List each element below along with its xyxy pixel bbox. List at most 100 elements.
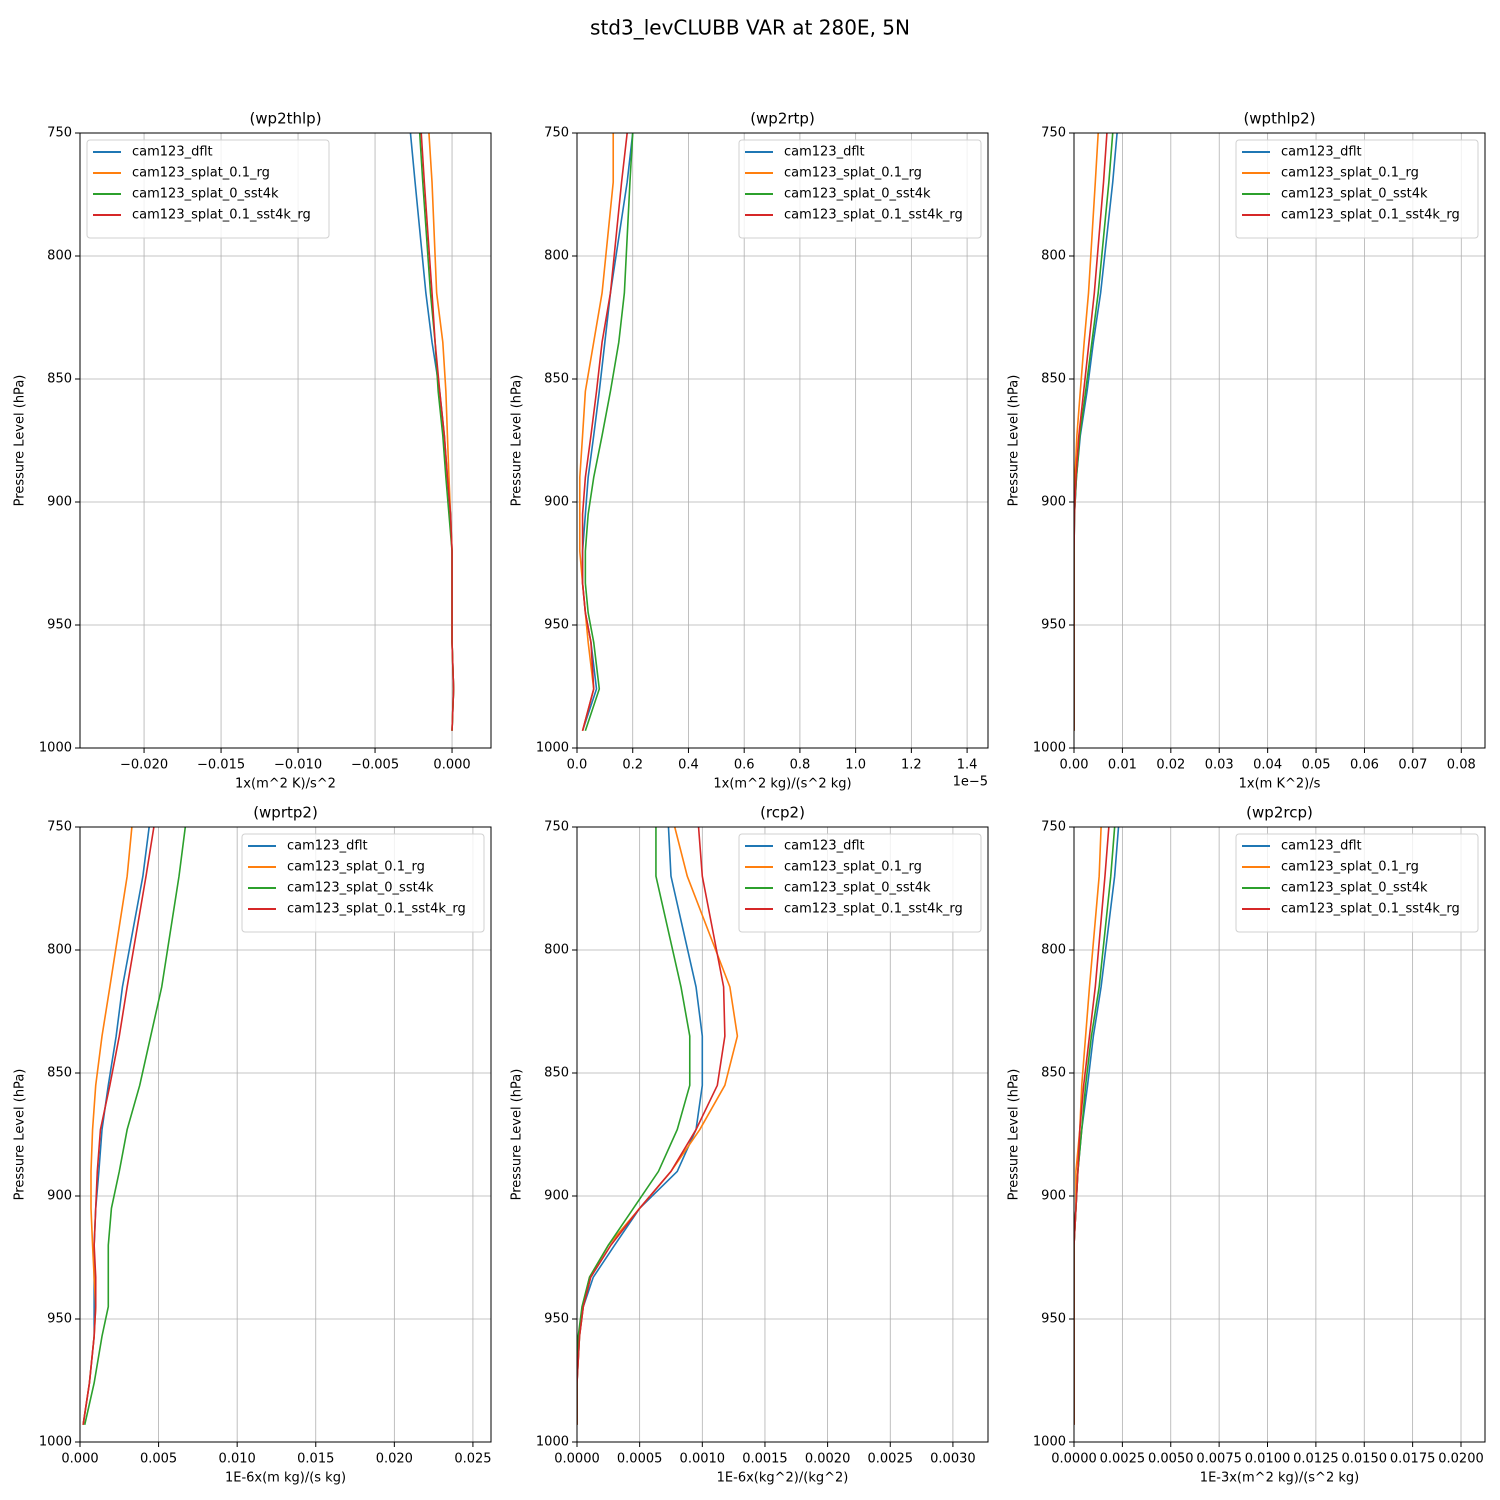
legend-label: cam123_splat_0.1_sst4k_rg — [784, 902, 963, 917]
y-tick-label: 1000 — [1033, 741, 1066, 756]
legend-label: cam123_splat_0.1_sst4k_rg — [1281, 208, 1460, 223]
y-tick-label: 950 — [47, 1312, 72, 1327]
x-axis-label: 1E-6x(m kg)/(s kg) — [225, 1471, 346, 1486]
y-tick-label: 900 — [544, 1189, 569, 1204]
series-group — [1074, 827, 1120, 1425]
y-tick-label: 850 — [544, 1066, 569, 1081]
plot-frame — [1073, 132, 1486, 749]
legend-label: cam123_dflt — [1281, 145, 1362, 160]
series-line — [1074, 827, 1110, 1425]
x-tick-label: 1.2 — [901, 758, 922, 773]
x-tick-label: 0.2 — [622, 758, 643, 773]
panel-title: (wp2rtp) — [750, 110, 815, 128]
legend: cam123_dflt cam123_splat_0.1_rg cam123_spl… — [241, 833, 485, 933]
series-line — [577, 827, 691, 1425]
y-tick-label: 850 — [47, 372, 72, 387]
x-tick-label: 0.0150 — [1342, 1452, 1388, 1467]
series-line — [1074, 827, 1102, 1425]
y-tick-label: 800 — [544, 249, 569, 264]
y-tick-label: 1000 — [536, 741, 569, 756]
legend-label: cam123_splat_0.1_rg — [1281, 166, 1419, 181]
legend: cam123_dflt cam123_splat_0.1_rg cam123_spl… — [1235, 139, 1479, 239]
y-tick-label: 850 — [544, 372, 569, 387]
x-tick-label: 0.0100 — [1245, 1452, 1291, 1467]
x-tick-label: 0.0000 — [1051, 1452, 1097, 1467]
legend: cam123_dflt cam123_splat_0.1_rg cam123_spl… — [738, 139, 982, 239]
x-tick-label: 0.02 — [1156, 758, 1185, 773]
panel-title: (rcp2) — [760, 804, 805, 822]
x-tick-label: 0.0005 — [617, 1452, 663, 1467]
legend-label: cam123_dflt — [784, 839, 865, 854]
series-group — [578, 133, 634, 732]
series-group — [577, 827, 739, 1425]
plot-frame — [79, 826, 492, 1443]
legend-label: cam123_splat_0.1_rg — [784, 860, 922, 875]
legend-label: cam123_dflt — [132, 145, 213, 160]
x-tick-label: 0.0030 — [930, 1452, 976, 1467]
x-tick-label: 0.06 — [1350, 758, 1379, 773]
series-group — [409, 133, 455, 731]
plot-frame — [576, 132, 989, 749]
x-tick-label: 0.0000 — [554, 1452, 600, 1467]
series-line — [420, 133, 455, 731]
y-tick-label: 900 — [1041, 1189, 1066, 1204]
y-tick-label: 750 — [1041, 820, 1066, 835]
y-tick-label: 850 — [1041, 1066, 1066, 1081]
x-tick-label: 0.0025 — [1100, 1452, 1146, 1467]
y-tick-label: 1000 — [39, 741, 72, 756]
legend: cam123_dflt cam123_splat_0.1_rg cam123_spl… — [86, 139, 330, 239]
x-tick-label: 0.0025 — [868, 1452, 914, 1467]
plot-frame — [79, 132, 492, 749]
series-group — [82, 827, 187, 1425]
x-tick-label: 1.4 — [957, 758, 978, 773]
panel: 0.0 0.2 0.4 0.6 0.8 1.0 1.2 1.4 750 800 850 900 950 1… — [510, 110, 989, 792]
panel-title: (wp2rcp) — [1246, 804, 1313, 822]
y-tick-label: 900 — [47, 1189, 72, 1204]
x-tick-label: 0.0175 — [1390, 1452, 1436, 1467]
legend-label: cam123_splat_0.1_sst4k_rg — [287, 902, 466, 917]
plot-frame — [576, 826, 989, 1443]
x-tick-label: −0.020 — [120, 758, 168, 773]
legend-label: cam123_dflt — [784, 145, 865, 160]
legend: cam123_dflt cam123_splat_0.1_rg cam123_spl… — [1235, 833, 1479, 933]
legend-box — [738, 139, 982, 239]
y-tick-label: 800 — [544, 943, 569, 958]
legend-box — [1235, 139, 1479, 239]
x-tick-label: 0.005 — [140, 1452, 177, 1467]
y-tick-label: 850 — [47, 1066, 72, 1081]
legend-label: cam123_splat_0_sst4k — [1281, 187, 1428, 202]
y-tick-label: 800 — [1041, 943, 1066, 958]
figure-title: std3_levCLUBB VAR at 280E, 5N — [590, 16, 910, 40]
y-tick-label: 950 — [1041, 618, 1066, 633]
panel: −0.020 −0.015 −0.010 −0.005 0.000 750 800 850 90… — [13, 110, 492, 792]
x-tick-label: 0.08 — [1447, 758, 1476, 773]
x-tick-label: 0.0125 — [1293, 1452, 1339, 1467]
x-tick-label: 0.05 — [1302, 758, 1331, 773]
x-tick-label: 0.010 — [219, 1452, 256, 1467]
legend-label: cam123_splat_0_sst4k — [132, 187, 279, 202]
x-tick-label: 0.0015 — [742, 1452, 788, 1467]
legend-label: cam123_splat_0.1_rg — [1281, 860, 1419, 875]
x-axis-label: 1x(m^2 K)/s^2 — [235, 777, 336, 792]
y-tick-label: 900 — [47, 495, 72, 510]
y-tick-label: 950 — [544, 1312, 569, 1327]
legend-label: cam123_splat_0_sst4k — [287, 881, 434, 896]
x-tick-label: 0.4 — [678, 758, 699, 773]
legend-label: cam123_splat_0.1_rg — [287, 860, 425, 875]
x-tick-label: 0.0010 — [680, 1452, 726, 1467]
y-tick-label: 750 — [544, 820, 569, 835]
plot-frame — [1073, 826, 1486, 1443]
x-tick-label: 0.07 — [1398, 758, 1427, 773]
y-tick-label: 750 — [1041, 126, 1066, 141]
y-tick-label: 950 — [1041, 1312, 1066, 1327]
panel: 0.000 0.005 0.010 0.015 0.020 0.025 750 800 850 9… — [13, 804, 492, 1486]
y-axis-label: Pressure Level (hPa) — [1007, 1069, 1022, 1201]
x-tick-label: 1.0 — [845, 758, 866, 773]
legend-label: cam123_dflt — [287, 839, 368, 854]
y-axis-label: Pressure Level (hPa) — [510, 375, 525, 507]
panel-title: (wpthlp2) — [1243, 110, 1315, 128]
y-tick-label: 900 — [544, 495, 569, 510]
x-axis-label: 1x(m^2 kg)/(s^2 kg) — [713, 777, 851, 792]
y-tick-label: 800 — [47, 943, 72, 958]
